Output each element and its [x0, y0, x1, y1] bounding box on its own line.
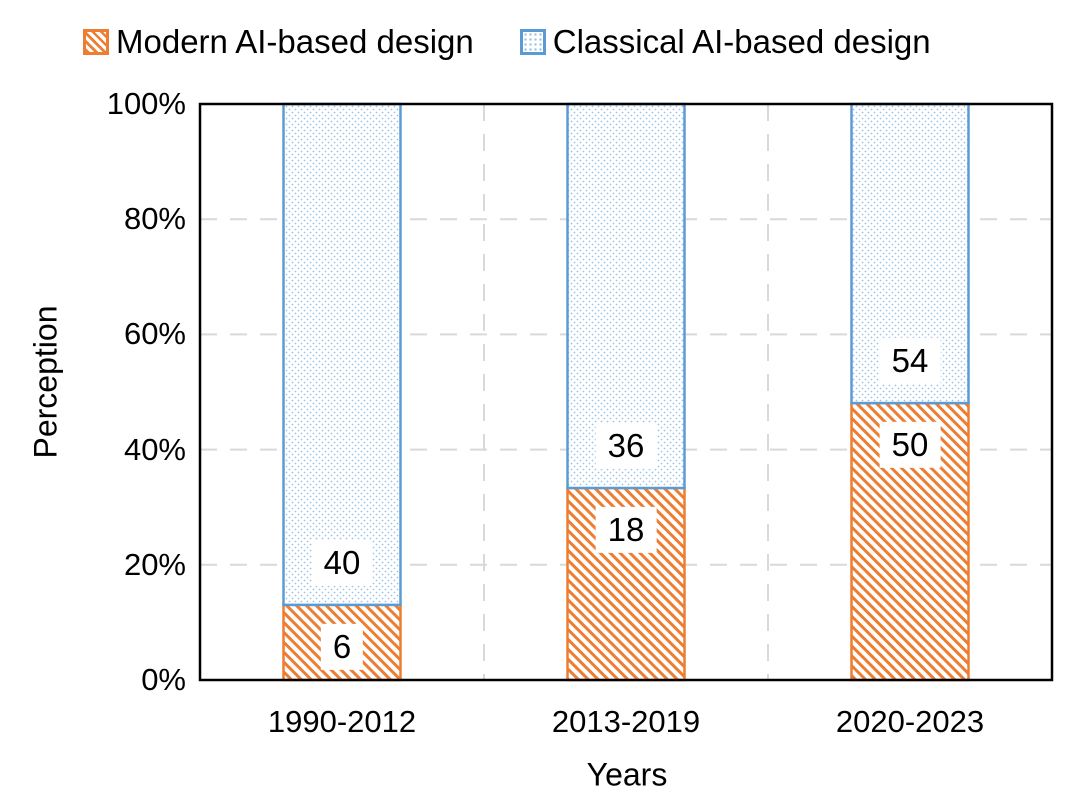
data-label-modern-1990-2012: 6: [320, 623, 364, 671]
y-tick-label-40%: 40%: [123, 431, 186, 467]
data-label-classical-2013-2019: 36: [595, 422, 657, 470]
legend-item-classical: Classical AI-based design: [519, 23, 931, 60]
y-tick-label-20%: 20%: [123, 546, 186, 582]
data-label-classical-2020-2023: 54: [879, 337, 941, 385]
plot-border: [198, 102, 1054, 682]
classical-series-swatch-icon: [519, 29, 546, 56]
x-axis-label-1990-2012: 1990-2012: [267, 704, 417, 739]
y-tick-label-60%: 60%: [123, 316, 186, 352]
legend-label-modern: Modern AI-based design: [116, 23, 474, 60]
modern-series-swatch-icon: [83, 29, 109, 56]
y-tick-label-80%: 80%: [123, 201, 186, 237]
data-label-classical-1990-2012: 40: [311, 539, 373, 587]
y-tick-label-100%: 100%: [106, 86, 186, 121]
y-tick-label-0%: 0%: [141, 662, 186, 697]
data-label-modern-2020-2023: 50: [879, 421, 941, 469]
data-label-modern-2013-2019: 18: [595, 506, 657, 554]
legend-label-classical: Classical AI-based design: [552, 23, 931, 60]
x-axis-title: Years: [586, 756, 668, 793]
legend: Modern AI-based design Classical AI-base…: [83, 23, 931, 60]
x-axis-label-2020-2023: 2020-2023: [835, 704, 985, 739]
x-axis-label-2013-2019: 2013-2019: [551, 704, 701, 739]
legend-item-modern: Modern AI-based design: [83, 23, 474, 60]
bar-segment-classical-1990-2012: [282, 102, 402, 607]
